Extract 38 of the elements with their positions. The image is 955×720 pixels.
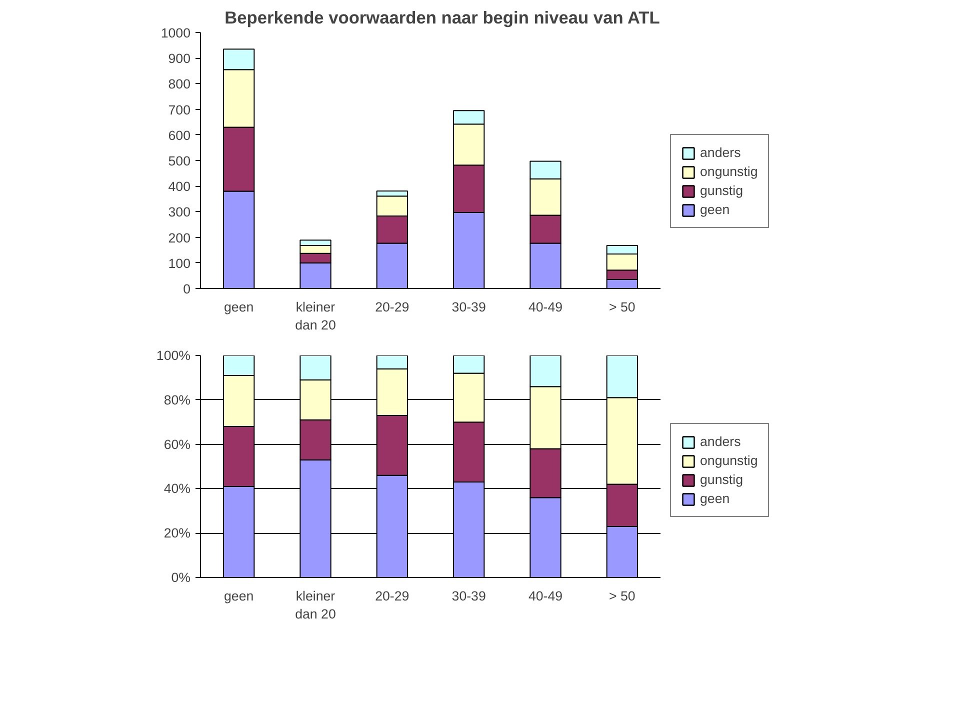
- legend-label: gunstig: [700, 472, 743, 487]
- x-tick-label: geen: [224, 300, 254, 314]
- y-tick-label: 200: [168, 230, 191, 246]
- y-tick-label: 900: [168, 51, 191, 66]
- x-tick-label: 30-39: [452, 300, 486, 314]
- legend-label: geen: [700, 491, 730, 506]
- y-tick-label: 100%: [156, 348, 191, 363]
- y-tick-label: 800: [168, 76, 191, 92]
- chart-title: Beperkende voorwaarden naar begin niveau van ATL: [224, 8, 660, 28]
- legend-label: ongunstig: [700, 164, 758, 179]
- x-tick-label: 40-49: [528, 588, 563, 604]
- legend-label: ongunstig: [700, 453, 758, 468]
- y-tick-label: 100: [168, 256, 191, 271]
- y-tick-label: 40%: [164, 481, 191, 496]
- x-tick-label: geen: [224, 588, 254, 604]
- legend-label: anders: [700, 434, 741, 449]
- y-tick-label: 400: [168, 179, 191, 194]
- x-tick-label: 30-39: [452, 588, 486, 604]
- y-tick-label: 60%: [164, 436, 191, 452]
- x-tick-label: 20-29: [375, 588, 410, 604]
- x-tick-label: kleiner dan 20: [295, 588, 336, 622]
- y-tick-label: 20%: [164, 526, 191, 541]
- x-tick-label: 20-29: [375, 300, 410, 314]
- y-tick-label: 80%: [164, 392, 191, 408]
- legend-label: anders: [700, 145, 741, 160]
- x-tick-label: > 50: [609, 300, 636, 314]
- x-tick-label: 40-49: [528, 300, 563, 314]
- y-tick-label: 0: [183, 282, 191, 296]
- x-tick-label: kleiner dan 20: [295, 300, 336, 332]
- y-tick-label: 600: [168, 128, 191, 143]
- x-tick-label: > 50: [609, 588, 636, 604]
- legend-label: gunstig: [700, 183, 743, 198]
- y-tick-label: 300: [168, 204, 191, 220]
- y-tick-label: 700: [168, 102, 191, 118]
- y-tick-label: 0%: [171, 570, 191, 585]
- y-tick-label: 500: [168, 154, 191, 168]
- legend-label: geen: [700, 202, 730, 217]
- y-tick-label: 1000: [160, 26, 191, 40]
